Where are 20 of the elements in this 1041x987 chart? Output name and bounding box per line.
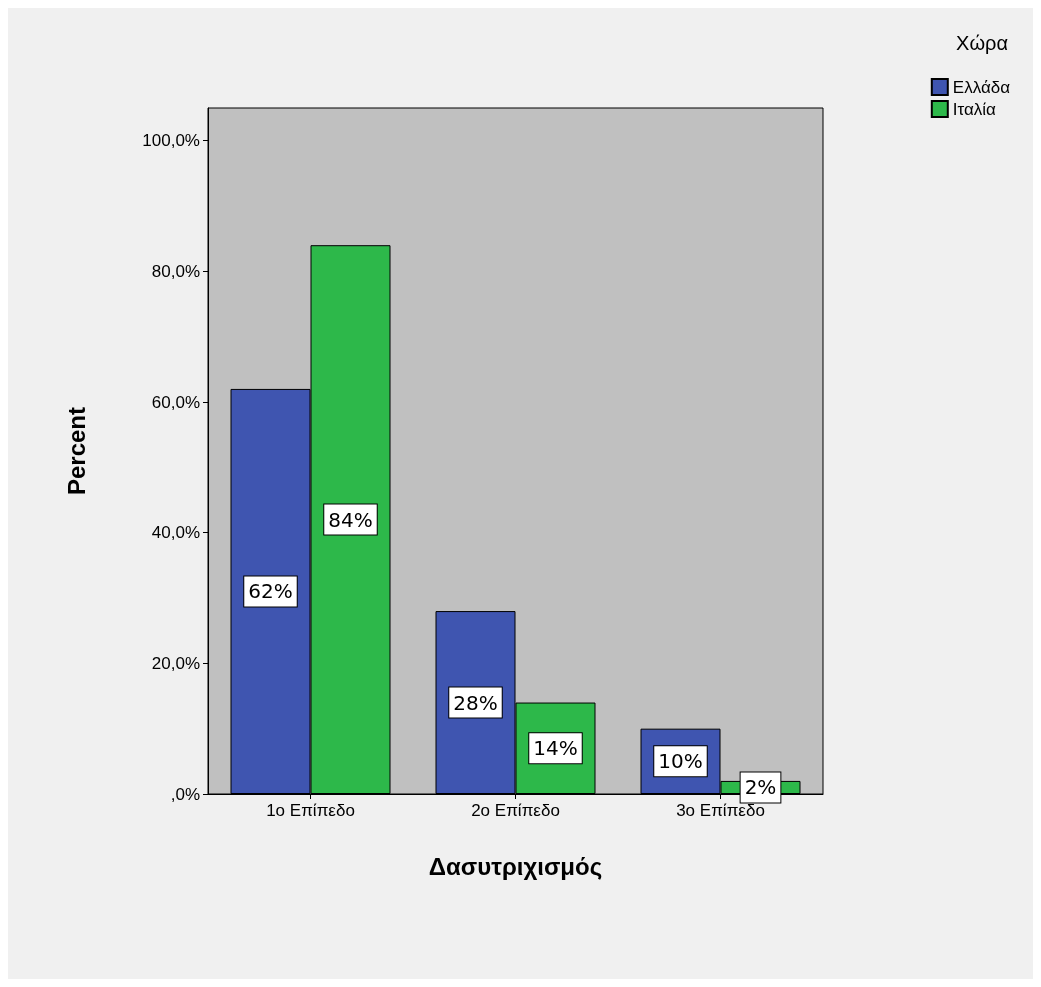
y-tick-label: ,0% (170, 784, 200, 804)
y-tick-label: 100,0% (142, 131, 200, 151)
data-label: 10% (658, 749, 703, 774)
legend-label: Ιταλία (952, 99, 997, 119)
x-tick-label: 1ο Επίπεδο (266, 801, 355, 820)
x-tick-label: 3ο Επίπεδο (676, 801, 765, 820)
y-tick-label: 80,0% (151, 261, 200, 281)
y-axis-title: Percent (62, 406, 90, 496)
data-label: 2% (744, 775, 777, 800)
data-label: 84% (328, 507, 373, 532)
x-axis-title: Δασυτριχισμός (428, 852, 603, 880)
data-label: 62% (248, 579, 293, 604)
y-tick-label: 20,0% (151, 653, 200, 673)
data-label: 14% (533, 736, 578, 761)
legend-title: Χώρα (956, 32, 1009, 54)
y-tick-label: 60,0% (151, 392, 200, 412)
data-label: 28% (453, 690, 498, 715)
legend-label: Ελλάδα (952, 77, 1011, 97)
x-tick-label: 2ο Επίπεδο (471, 801, 560, 820)
y-tick-label: 40,0% (151, 523, 200, 543)
